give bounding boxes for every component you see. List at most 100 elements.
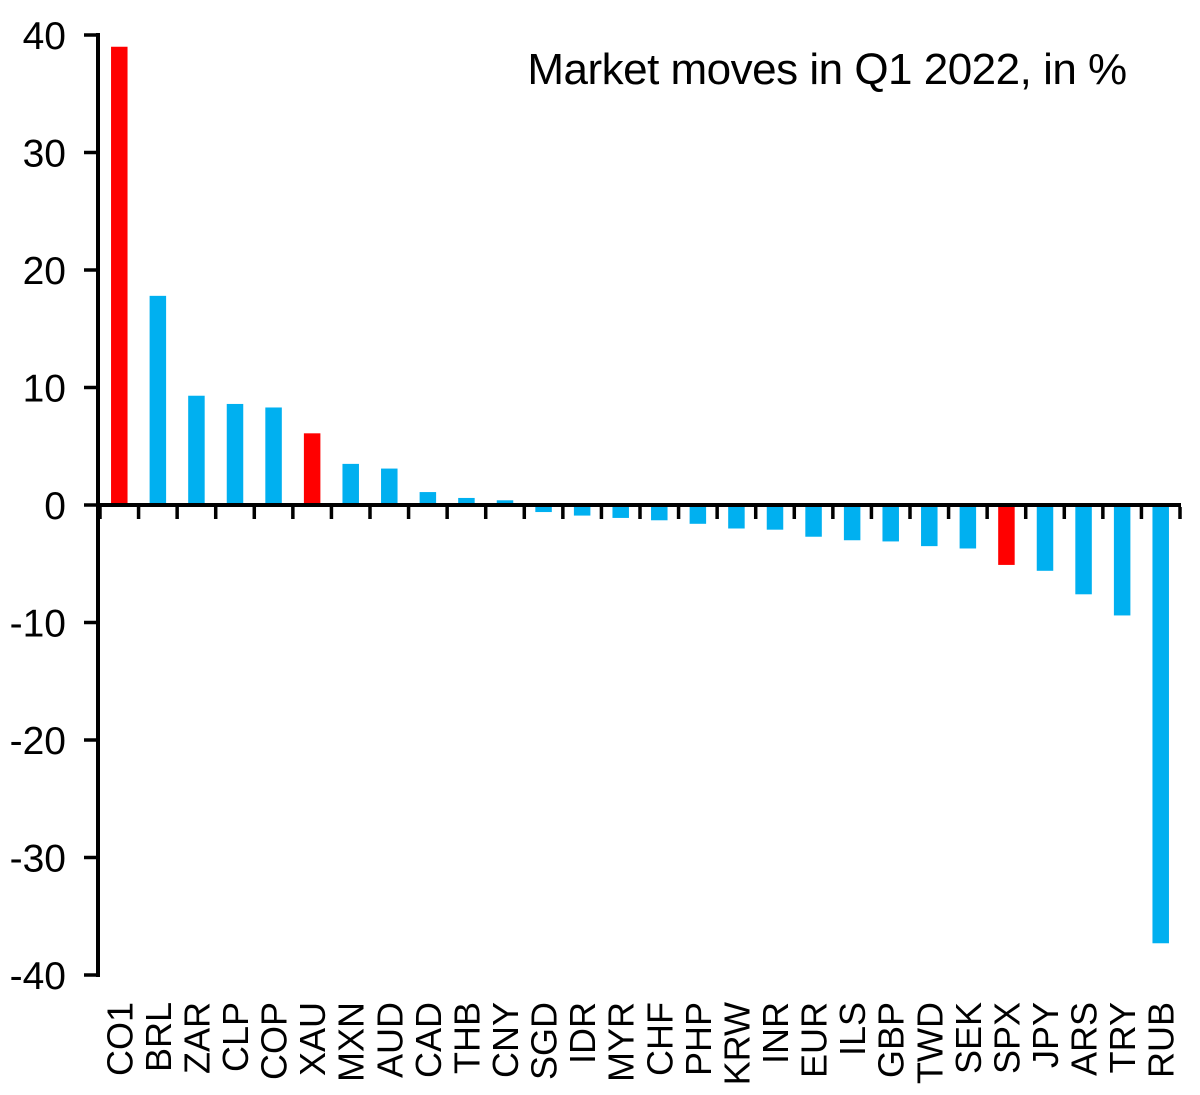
x-tick-label-thb: THB (446, 1002, 487, 1074)
y-tick-label: 10 (23, 368, 66, 411)
y-tick-label: -40 (10, 955, 66, 998)
x-axis-tick (676, 507, 681, 519)
x-tick-label-inr: INR (755, 1002, 796, 1064)
bar-ils (843, 505, 861, 541)
x-axis-tick (1139, 507, 1144, 519)
bar-clp (226, 403, 244, 505)
x-tick-label-sgd: SGD (524, 1002, 565, 1080)
x-axis-tick (175, 507, 179, 519)
x-axis-line (96, 503, 1181, 507)
bar-cny (496, 500, 514, 505)
x-axis-tick (291, 507, 295, 519)
bar-aud (381, 468, 398, 505)
bar-thb (458, 497, 475, 505)
y-tick-label: 40 (23, 15, 66, 58)
x-axis-tick (1023, 507, 1028, 519)
bar-spx (998, 505, 1015, 565)
bar-sgd (535, 505, 552, 513)
y-axis-tick (84, 503, 96, 507)
x-axis-tick (946, 507, 951, 519)
bar-sek (959, 505, 977, 549)
x-tick-label-cad: CAD (408, 1002, 449, 1078)
x-tick-label-spx: SPX (986, 1002, 1027, 1074)
x-tick-label-gbp: GBP (871, 1002, 912, 1078)
x-axis-tick (715, 507, 719, 519)
x-axis-tick (831, 507, 835, 519)
bar-brl (149, 295, 167, 505)
chart-title: Market moves in Q1 2022, in % (527, 45, 1126, 94)
x-axis-tick (406, 507, 411, 519)
y-axis-tick (84, 268, 96, 272)
x-tick-label-jpy: JPY (1025, 1002, 1066, 1068)
bar-cop (265, 407, 282, 506)
y-axis-tick (84, 738, 96, 742)
y-tick-label: 30 (23, 133, 66, 176)
bar-krw (728, 505, 745, 529)
x-tick-label-xau: XAU (292, 1002, 333, 1076)
x-axis-tick (1062, 507, 1067, 519)
x-axis-tick (136, 507, 141, 519)
x-tick-label-krw: KRW (716, 1002, 757, 1085)
bar-zar (188, 395, 205, 506)
x-tick-label-cop: COP (254, 1002, 295, 1080)
x-tick-label-myr: MYR (601, 1002, 642, 1082)
x-axis-tick (753, 507, 758, 519)
bar-myr (612, 505, 629, 518)
x-axis-tick (98, 507, 102, 519)
y-axis-tick (84, 150, 96, 155)
x-tick-label-zar: ZAR (176, 1002, 217, 1074)
x-tick-label-rub: RUB (1141, 1002, 1182, 1078)
y-tick-label: -10 (10, 603, 66, 646)
y-axis-tick (84, 385, 96, 390)
x-axis-tick (1178, 507, 1182, 519)
x-axis-tick (599, 507, 604, 519)
x-axis-tick (869, 507, 874, 519)
x-axis-tick (792, 507, 797, 519)
x-tick-label-try: TRY (1102, 1002, 1143, 1073)
y-axis-tick (84, 973, 96, 977)
bar-gbp (882, 505, 899, 542)
bar-try (1113, 505, 1131, 616)
y-tick-label: 20 (23, 250, 66, 293)
bar-co1 (111, 46, 128, 505)
x-tick-label-aud: AUD (369, 1002, 410, 1078)
x-tick-label-idr: IDR (562, 1002, 603, 1064)
y-axis-tick (84, 620, 96, 625)
x-tick-label-chf: CHF (639, 1002, 680, 1076)
bar-cad (419, 492, 437, 505)
bar-jpy (1036, 505, 1054, 571)
x-tick-label-eur: EUR (794, 1002, 835, 1078)
x-tick-label-brl: BRL (138, 1002, 179, 1072)
bar-idr (573, 505, 591, 516)
bar-mxn (342, 463, 359, 506)
x-tick-label-mxn: MXN (331, 1002, 372, 1082)
bar-eur (805, 505, 822, 537)
x-axis-tick (213, 507, 218, 519)
bar-rub (1152, 505, 1169, 944)
x-axis-tick (908, 507, 912, 519)
bar-chf (651, 505, 668, 521)
x-axis-tick (522, 507, 527, 519)
bar-php (689, 505, 707, 524)
x-axis-tick (252, 507, 257, 519)
x-axis-tick (329, 507, 334, 519)
x-axis-tick (638, 507, 642, 519)
x-axis-tick (561, 507, 565, 519)
x-tick-label-ars: ARS (1064, 1002, 1105, 1076)
x-tick-label-php: PHP (678, 1002, 719, 1076)
x-tick-label-cny: CNY (485, 1002, 526, 1078)
bar-ars (1075, 505, 1092, 595)
y-tick-label: 0 (44, 485, 66, 528)
x-axis-tick (445, 507, 449, 519)
x-axis-tick (483, 507, 488, 519)
y-axis-tick (84, 855, 96, 860)
x-axis-tick (368, 507, 372, 519)
x-tick-label-sek: SEK (948, 1002, 989, 1074)
bar-xau (303, 433, 321, 505)
x-tick-label-twd: TWD (909, 1002, 950, 1084)
bar-twd (921, 505, 938, 547)
x-tick-label-ils: ILS (832, 1002, 873, 1056)
x-axis-tick (985, 507, 989, 519)
